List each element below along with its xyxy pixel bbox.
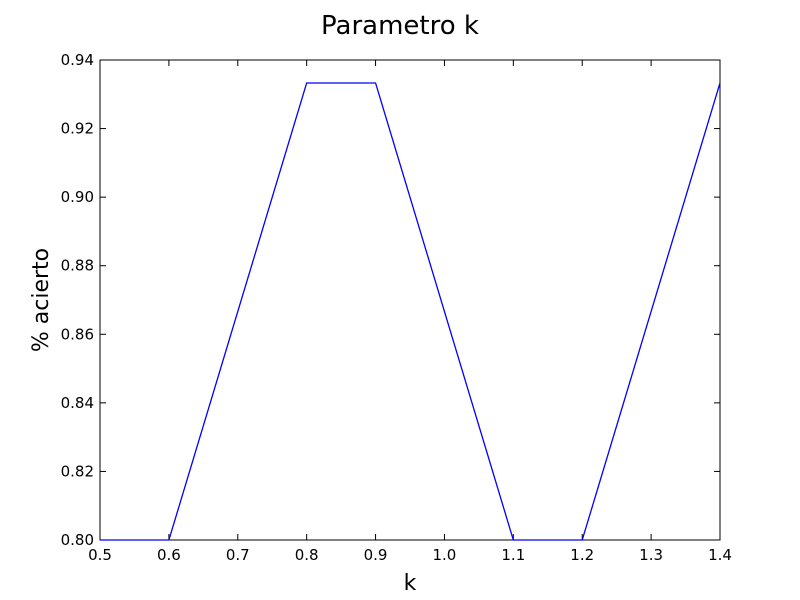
x-axis-ticks: 0.5 0.6 0.7 0.8 0.9 1.0 1.1 1.2 1.3 1.4 <box>88 60 732 564</box>
series-line <box>100 82 721 541</box>
x-tick-label: 1.4 <box>708 546 732 564</box>
y-tick-label: 0.84 <box>61 394 94 412</box>
y-tick-label: 0.88 <box>61 257 94 275</box>
x-tick-label: 1.2 <box>570 546 594 564</box>
y-tick-label: 0.92 <box>61 120 94 138</box>
x-tick-label: 1.1 <box>501 546 525 564</box>
x-tick-label: 0.8 <box>295 546 319 564</box>
x-tick-label: 0.7 <box>226 546 250 564</box>
x-tick-label: 1.0 <box>433 546 457 564</box>
y-tick-label: 0.94 <box>61 51 94 69</box>
x-axis-title: k <box>404 571 417 596</box>
y-tick-label: 0.86 <box>61 325 94 343</box>
x-tick-label: 0.9 <box>364 546 388 564</box>
x-tick-label: 0.5 <box>88 546 112 564</box>
y-axis-ticks: 0.80 0.82 0.84 0.86 0.88 0.90 0.92 0.94 <box>61 51 720 549</box>
y-tick-label: 0.80 <box>61 531 94 549</box>
plot-area <box>99 59 721 541</box>
series-layer <box>100 82 721 541</box>
x-tick-label: 1.3 <box>639 546 663 564</box>
y-tick-label: 0.90 <box>61 188 94 206</box>
y-tick-label: 0.82 <box>61 462 94 480</box>
y-axis-title: % acierto <box>29 248 54 352</box>
x-tick-label: 0.6 <box>157 546 181 564</box>
chart-title: Parametro k <box>321 11 479 41</box>
